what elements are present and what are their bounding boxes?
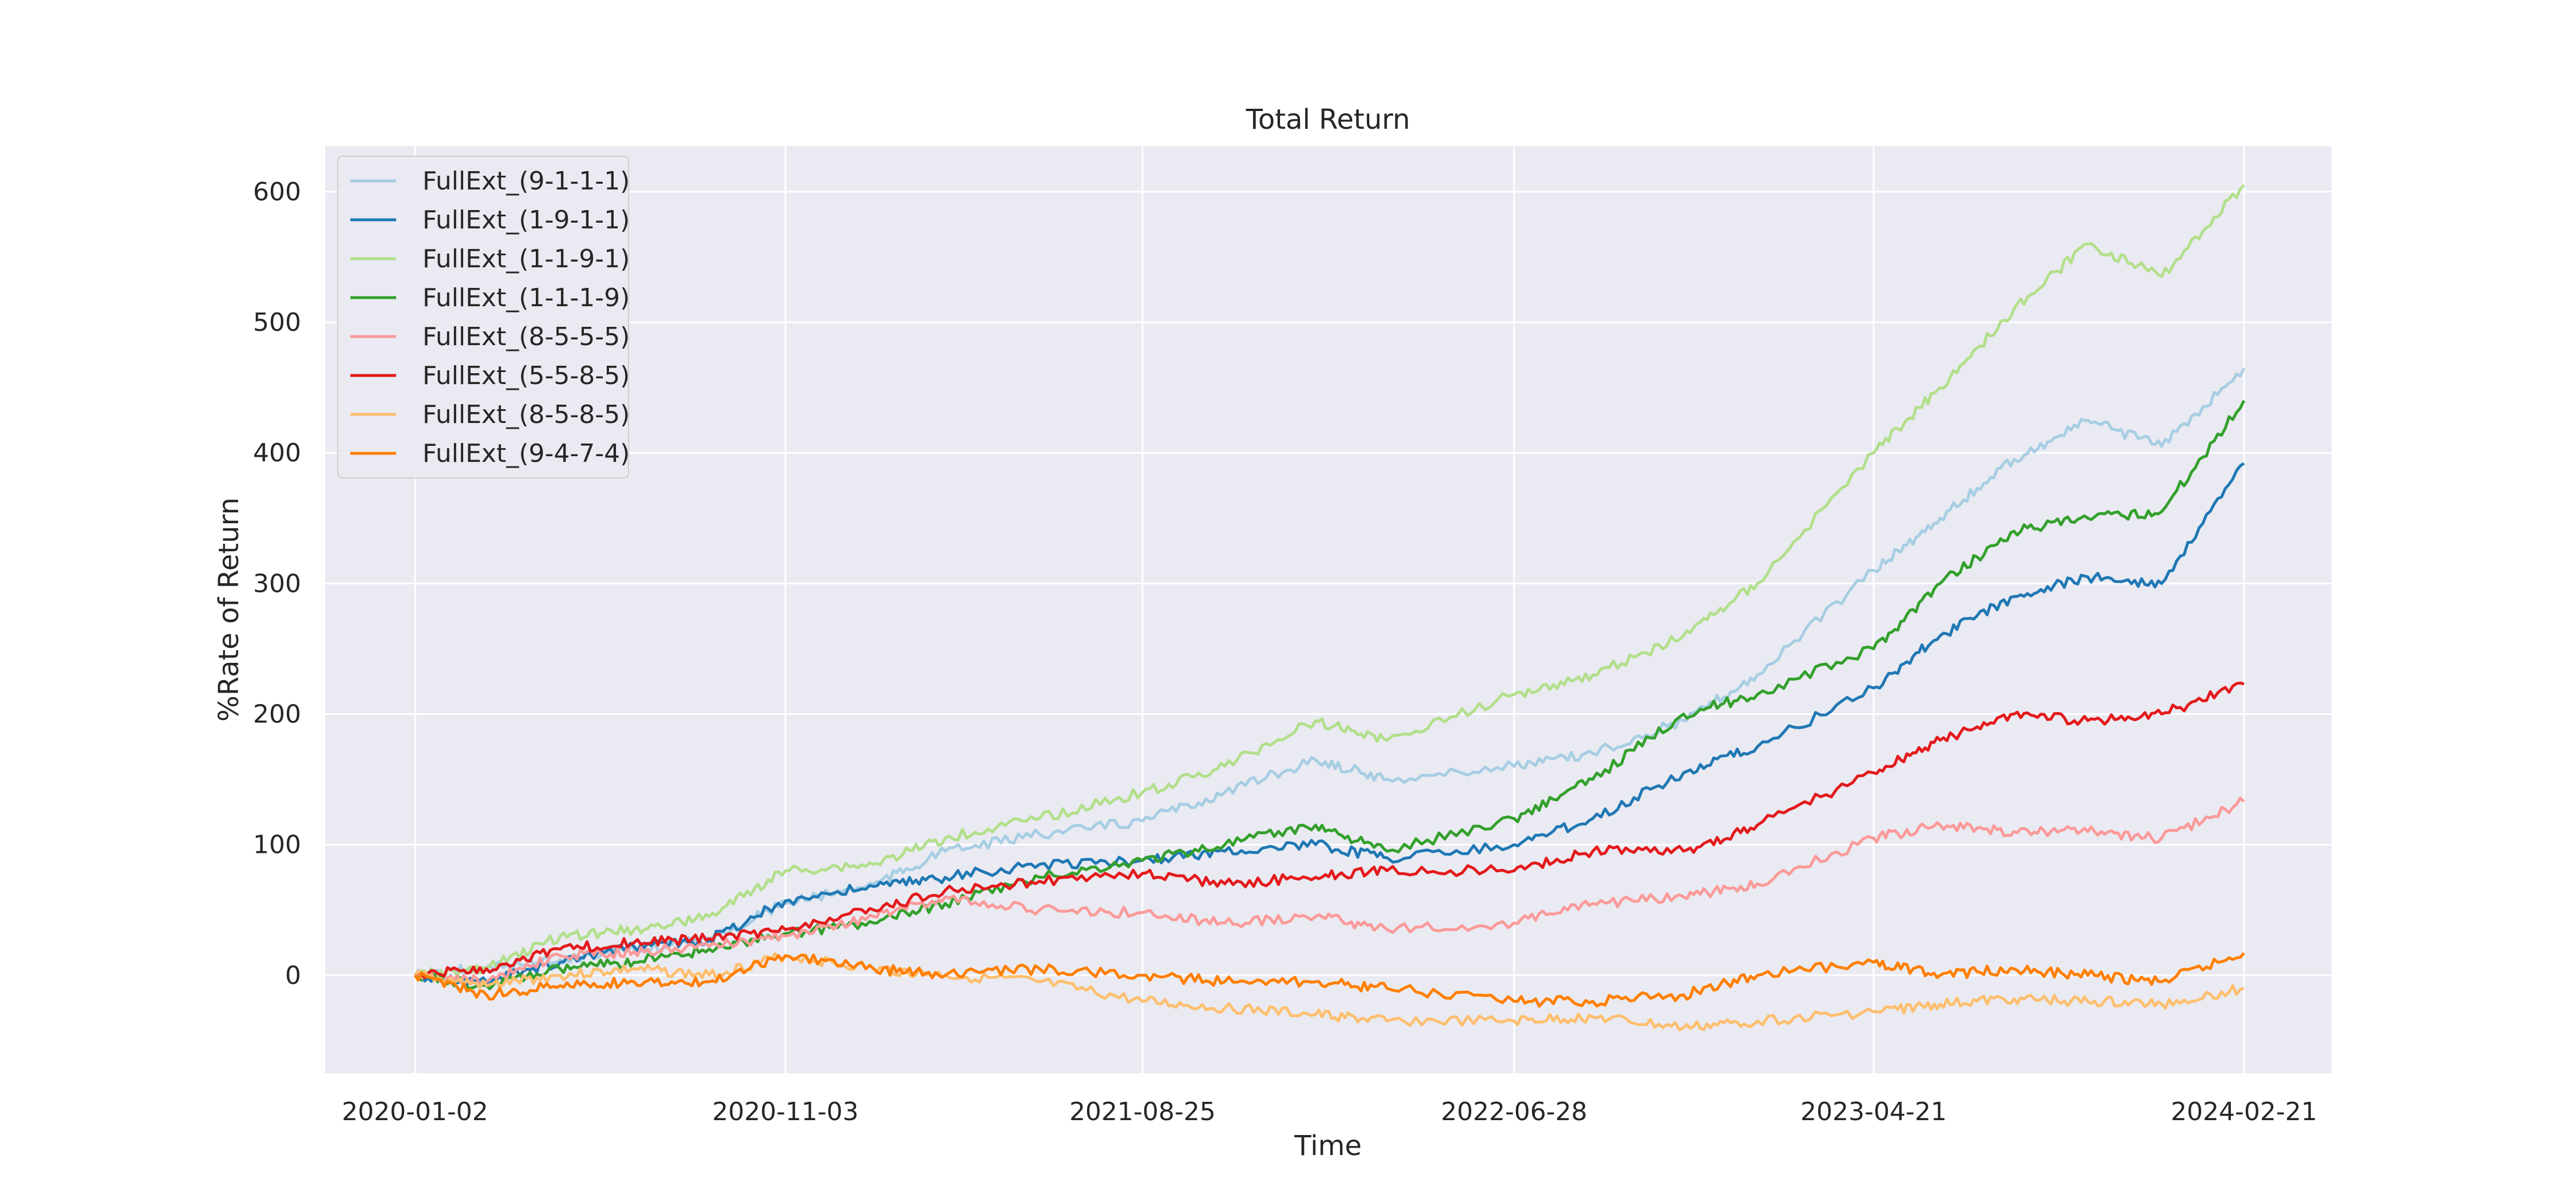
series-line <box>414 952 2245 1031</box>
y-axis-label: %Rate of Return <box>213 497 245 722</box>
chart-title: Total Return <box>1246 104 1411 136</box>
legend-label: FullExt_(5-5-8-5) <box>422 361 630 390</box>
y-tick-label: 400 <box>253 438 301 468</box>
series-line <box>414 400 2246 990</box>
x-tick-label: 2020-01-02 <box>342 1097 488 1126</box>
y-tick-label: 0 <box>285 961 301 990</box>
legend-label: FullExt_(8-5-5-5) <box>422 322 630 351</box>
x-tick-label: 2024-02-21 <box>2171 1097 2317 1126</box>
x-tick-label: 2021-08-25 <box>1069 1097 1216 1126</box>
x-tick-label: 2023-04-21 <box>1800 1097 1947 1126</box>
series-line <box>413 952 2245 1008</box>
series-line <box>414 462 2245 987</box>
y-axis-ticks: 0 100 200 300 400 500 600 <box>253 177 301 990</box>
legend-label: FullExt_(1-1-1-9) <box>422 283 630 313</box>
x-tick-label: 2020-11-03 <box>712 1097 859 1126</box>
series-layer <box>413 184 2246 1031</box>
legend-label: FullExt_(9-4-7-4) <box>422 439 630 468</box>
legend-label: FullExt_(1-1-9-1) <box>422 244 630 274</box>
y-tick-label: 200 <box>253 700 301 729</box>
series-line <box>414 184 2245 980</box>
y-tick-label: 600 <box>253 177 301 207</box>
legend-label: FullExt_(8-5-8-5) <box>422 400 630 429</box>
legend-box <box>337 156 629 479</box>
y-tick-label: 500 <box>253 308 301 337</box>
y-tick-label: 300 <box>253 569 301 598</box>
y-tick-label: 100 <box>253 831 301 860</box>
legend-label: FullExt_(1-9-1-1) <box>422 205 630 235</box>
series-line <box>414 796 2245 986</box>
x-tick-label: 2022-06-28 <box>1441 1097 1587 1126</box>
legend: FullExt_(9-1-1-1) FullExt_(1-9-1-1) FullEx… <box>337 156 630 479</box>
series-line <box>414 681 2245 979</box>
x-axis-ticks: 2020-01-02 2020-11-03 2021-08-25 2022-06-28… <box>342 1097 2317 1126</box>
x-axis-label: Time <box>1294 1130 1361 1162</box>
legend-label: FullExt_(9-1-1-1) <box>422 167 630 196</box>
